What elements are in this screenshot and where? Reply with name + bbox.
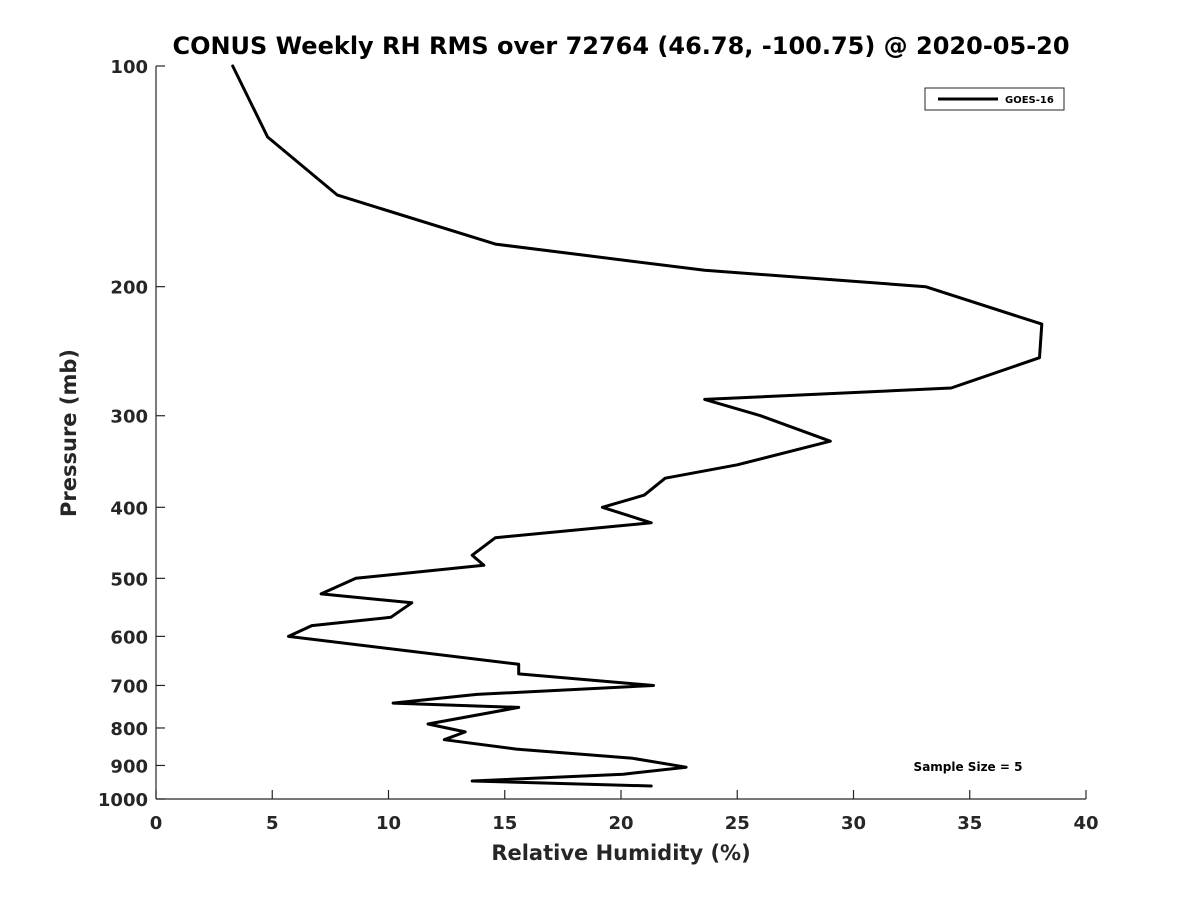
y-axis-ticks: 100 200 300 400 500 600 700 800 900 1000 — [98, 57, 165, 811]
y-tick-label: 500 — [110, 569, 148, 590]
x-tick-label: 20 — [608, 813, 633, 834]
x-tick-label: 5 — [266, 813, 279, 834]
y-tick-label: 700 — [110, 676, 148, 697]
x-tick-label: 35 — [957, 813, 982, 834]
y-tick-label: 200 — [110, 278, 148, 299]
plot-area — [231, 64, 1044, 788]
legend-label-goes16: GOES-16 — [1005, 95, 1054, 106]
legend: GOES-16 — [924, 87, 1065, 111]
y-tick-label: 600 — [110, 627, 148, 648]
x-tick-label: 40 — [1073, 813, 1098, 834]
y-tick-label: 900 — [110, 756, 148, 777]
y-axis-label: Pressure (mb) — [57, 349, 81, 517]
chart-title: CONUS Weekly RH RMS over 72764 (46.78, -… — [172, 32, 1069, 60]
x-tick-label: 10 — [376, 813, 401, 834]
x-axis-label: Relative Humidity (%) — [491, 841, 750, 865]
x-tick-label: 30 — [841, 813, 866, 834]
y-tick-label: 100 — [110, 57, 148, 78]
series-line-goes16 — [231, 64, 1044, 788]
x-tick-label: 25 — [725, 813, 750, 834]
y-tick-label: 400 — [110, 498, 148, 519]
y-tick-label: 800 — [110, 719, 148, 740]
x-tick-label: 0 — [150, 813, 163, 834]
y-tick-label: 1000 — [98, 790, 148, 811]
y-tick-label: 300 — [110, 407, 148, 428]
sample-size-annotation: Sample Size = 5 — [914, 760, 1023, 774]
x-tick-label: 15 — [492, 813, 517, 834]
x-axis-ticks: 0 5 10 15 20 25 30 35 40 — [150, 790, 1099, 834]
